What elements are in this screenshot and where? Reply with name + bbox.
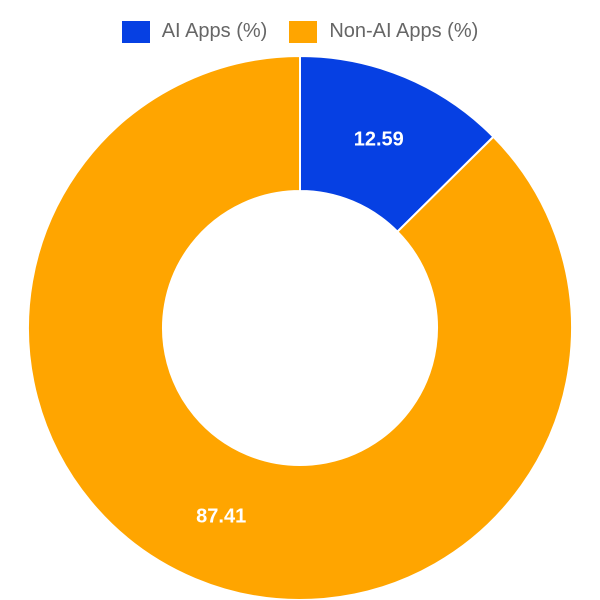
slice-non-ai-apps[interactable] — [27, 54, 573, 600]
legend-label-ai-apps: AI Apps (%) — [161, 20, 268, 42]
slice-label-ai-apps: 12.59 — [354, 128, 404, 150]
legend-label-non-ai-apps: Non-AI Apps (%) — [329, 20, 479, 42]
legend-swatch-ai-apps — [121, 20, 150, 43]
chart-legend: AI Apps (%) Non-AI Apps (%) — [0, 20, 600, 43]
legend-item-ai-apps[interactable]: AI Apps (%) — [121, 20, 268, 43]
legend-item-non-ai-apps[interactable]: Non-AI Apps (%) — [289, 20, 478, 43]
legend-swatch-non-ai-apps — [289, 20, 318, 43]
slice-label-non-ai-apps: 87.41 — [196, 506, 246, 528]
